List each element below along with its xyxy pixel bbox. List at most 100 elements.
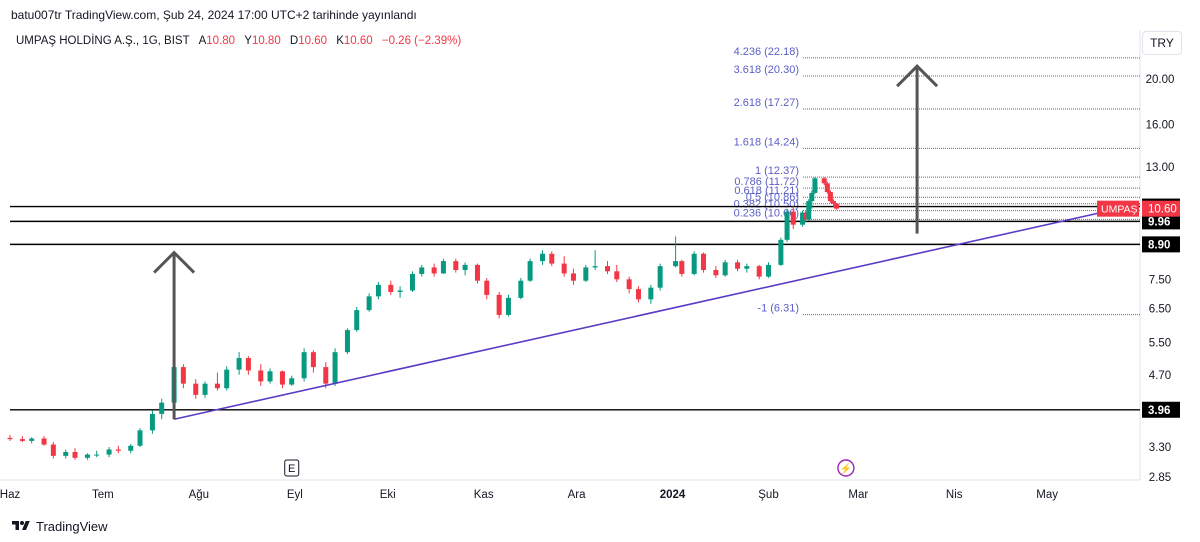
candle <box>673 236 679 268</box>
candle <box>778 237 784 267</box>
footer-brand[interactable]: TradingView <box>10 516 108 536</box>
legend-high-label: Y <box>244 35 252 47</box>
projection-arrow <box>896 64 939 234</box>
candle <box>149 410 155 434</box>
candle <box>258 364 264 386</box>
legend-close-label: K <box>336 35 344 47</box>
candle <box>72 448 78 460</box>
candle-body <box>800 212 806 225</box>
candlestick-chart[interactable]: 4.236 (22.18) 3.618 (20.30) 2.618 (17.27) 1… <box>0 30 1200 510</box>
candle <box>527 258 533 283</box>
candle-body <box>614 271 620 280</box>
candle-body <box>657 266 663 288</box>
candle <box>505 294 511 317</box>
level-price-label: 3.96 <box>1148 405 1170 417</box>
candle <box>784 208 790 243</box>
candle-body <box>561 263 567 274</box>
candle <box>744 263 750 273</box>
candle <box>128 443 134 454</box>
candle <box>809 190 815 209</box>
earnings-marker <box>284 459 300 477</box>
candle <box>19 436 25 443</box>
y-tick-label: 4.70 <box>1149 370 1171 382</box>
candle <box>831 199 837 207</box>
candle-body <box>106 449 112 455</box>
candle <box>713 266 719 278</box>
candle-body <box>202 383 208 395</box>
candle <box>496 291 502 319</box>
candle-body <box>462 264 468 271</box>
y-tick-label: 7.50 <box>1149 274 1171 286</box>
candle-body <box>809 192 815 202</box>
candle-body <box>310 352 316 368</box>
y-tick-label: 20.00 <box>1146 74 1175 86</box>
candle <box>635 286 641 303</box>
candle-body <box>245 358 251 371</box>
candle-body <box>583 267 589 281</box>
candle-body <box>605 266 611 272</box>
candle <box>214 372 220 391</box>
x-tick-label: Mar <box>848 489 868 501</box>
legend-open: 10.80 <box>206 35 236 47</box>
candle-body <box>236 358 242 370</box>
candle <box>484 277 490 300</box>
candle-body <box>505 297 511 315</box>
arrow-head <box>896 64 939 88</box>
candle <box>193 379 199 399</box>
trendline <box>173 203 1141 421</box>
x-tick-label: Ağu <box>189 489 209 501</box>
legend-open-label: A <box>198 35 207 47</box>
candle-body <box>765 264 771 277</box>
candle-body <box>484 280 490 295</box>
candle-body <box>700 253 706 271</box>
level-price-tag <box>1142 236 1180 253</box>
level-price-tag <box>1142 213 1180 230</box>
candle <box>375 282 381 300</box>
candle-body <box>440 261 446 274</box>
chart-legend: UMPAŞ HOLDİNG A.Ş., 1G, BIST A10.80 Y10.… <box>16 35 461 47</box>
candle-body <box>409 273 415 291</box>
candle <box>41 436 47 446</box>
candle <box>344 328 350 355</box>
symbol-tag <box>1097 200 1139 217</box>
candle <box>474 263 480 284</box>
candle-body <box>354 310 360 331</box>
candle <box>224 366 230 391</box>
candle <box>289 375 295 386</box>
publisher-line: batu007tr TradingView.com, Şub 24, 2024 … <box>11 8 417 22</box>
candle-body <box>344 330 350 353</box>
x-tick-label: 2024 <box>660 489 686 501</box>
fib-label: 0.236 (10.06) <box>734 207 799 219</box>
candle-body <box>790 211 796 225</box>
level-price-label: 9.96 <box>1148 216 1170 228</box>
candle-body <box>735 262 741 269</box>
legend-close: 10.60 <box>343 35 373 47</box>
candle-body <box>570 273 576 281</box>
candle <box>354 306 360 332</box>
y-tick-label: 5.50 <box>1149 338 1171 350</box>
candle <box>419 264 425 277</box>
candle-body <box>159 402 165 414</box>
candle <box>106 447 112 458</box>
candle <box>756 264 762 280</box>
candle-body <box>279 371 285 385</box>
candle <box>765 262 771 278</box>
candle <box>301 348 307 382</box>
candle <box>700 252 706 273</box>
candle-body <box>137 430 143 446</box>
candle-body <box>496 294 502 315</box>
candle-body <box>756 266 762 277</box>
candle-body <box>834 203 840 209</box>
currency-button[interactable]: TRY <box>1142 31 1182 55</box>
y-tick-label: 13.00 <box>1146 162 1175 174</box>
candle-body <box>812 178 818 193</box>
candle <box>518 277 524 300</box>
arrow-head <box>153 250 196 274</box>
candle <box>821 177 827 186</box>
candle <box>431 263 437 277</box>
y-tick-label: 3.30 <box>1149 442 1171 454</box>
candle-body <box>115 449 121 451</box>
candle <box>679 259 685 277</box>
candle <box>202 381 208 398</box>
candle-body <box>323 367 329 384</box>
